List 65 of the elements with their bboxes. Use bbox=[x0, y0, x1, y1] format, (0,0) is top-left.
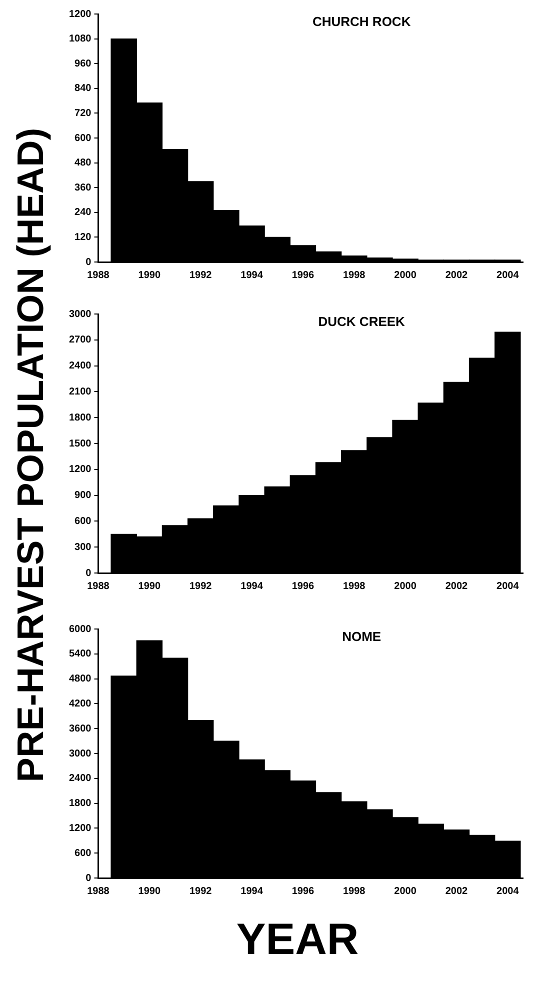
x-axis-title: YEAR bbox=[235, 915, 360, 965]
x-tick-label: 1996 bbox=[292, 580, 315, 592]
y-tick-label: 0 bbox=[86, 872, 92, 884]
y-tick-label: 5400 bbox=[68, 648, 92, 660]
y-tick-label: 300 bbox=[74, 542, 92, 553]
x-tick-label: 1998 bbox=[342, 270, 366, 281]
chart-title: CHURCH ROCK bbox=[312, 14, 412, 30]
x-tick-label: 2004 bbox=[496, 580, 520, 592]
y-tick-label: 240 bbox=[74, 207, 92, 218]
x-tick-label: 1994 bbox=[240, 886, 264, 897]
y-tick-label: 600 bbox=[74, 132, 92, 144]
chart-title: NOME bbox=[342, 629, 382, 644]
y-tick-label: 120 bbox=[74, 232, 92, 243]
x-tick-label: 1992 bbox=[189, 580, 212, 592]
y-axis-title: PRE-HARVEST POPULATION (HEAD) bbox=[10, 128, 52, 782]
x-tick-label: 2002 bbox=[445, 270, 468, 281]
y-tick-label: 2100 bbox=[68, 386, 92, 398]
chart-title: DUCK CREEK bbox=[318, 314, 406, 330]
x-tick-label: 1992 bbox=[189, 270, 212, 281]
y-tick-label: 1200 bbox=[68, 822, 92, 834]
x-tick-label: 1996 bbox=[292, 270, 315, 281]
x-tick-label: 1994 bbox=[240, 580, 264, 592]
x-tick-label: 1988 bbox=[87, 580, 110, 592]
y-tick-label: 1800 bbox=[68, 798, 92, 810]
y-tick-label: 3600 bbox=[68, 723, 92, 734]
x-tick-label: 1990 bbox=[138, 886, 161, 897]
y-tick-label: 2400 bbox=[68, 360, 92, 372]
x-tick-label: 1998 bbox=[342, 580, 366, 592]
y-tick-label: 3000 bbox=[68, 308, 92, 320]
y-tick-label: 4800 bbox=[68, 674, 92, 685]
y-tick-label: 720 bbox=[74, 108, 92, 119]
y-tick-label: 1080 bbox=[68, 34, 92, 45]
y-tick-label: 900 bbox=[74, 490, 92, 502]
x-tick-label: 1992 bbox=[189, 886, 212, 897]
y-tick-label: 2700 bbox=[68, 334, 92, 346]
x-tick-label: 2000 bbox=[394, 270, 417, 281]
y-tick-label: 480 bbox=[74, 158, 92, 169]
x-tick-label: 2002 bbox=[445, 580, 468, 592]
y-tick-label: 1500 bbox=[68, 438, 92, 450]
y-tick-label: 960 bbox=[74, 58, 92, 70]
y-tick-label: 1200 bbox=[68, 8, 92, 20]
x-tick-label: 1988 bbox=[87, 270, 110, 281]
y-tick-label: 840 bbox=[74, 83, 92, 94]
y-tick-label: 0 bbox=[86, 256, 92, 268]
y-tick-label: 1800 bbox=[68, 412, 92, 424]
y-tick-label: 3000 bbox=[68, 748, 92, 760]
x-tick-label: 1996 bbox=[292, 886, 315, 897]
y-tick-label: 6000 bbox=[68, 624, 92, 635]
y-tick-label: 600 bbox=[74, 516, 92, 527]
x-tick-label: 2004 bbox=[496, 270, 520, 281]
y-tick-label: 1200 bbox=[68, 464, 92, 476]
y-tick-label: 600 bbox=[74, 848, 92, 859]
y-tick-label: 2400 bbox=[68, 773, 92, 784]
x-tick-label: 1988 bbox=[87, 886, 110, 897]
x-tick-label: 2002 bbox=[445, 886, 468, 897]
x-tick-label: 1990 bbox=[138, 270, 161, 281]
y-tick-label: 0 bbox=[86, 568, 92, 579]
x-tick-label: 2000 bbox=[394, 886, 417, 897]
x-tick-label: 2000 bbox=[394, 580, 417, 592]
y-tick-label: 4200 bbox=[68, 698, 92, 710]
x-tick-label: 1998 bbox=[342, 886, 366, 897]
x-tick-label: 2004 bbox=[496, 886, 520, 897]
x-tick-label: 1990 bbox=[138, 580, 161, 592]
x-tick-label: 1994 bbox=[240, 270, 264, 281]
y-tick-label: 360 bbox=[74, 182, 92, 194]
